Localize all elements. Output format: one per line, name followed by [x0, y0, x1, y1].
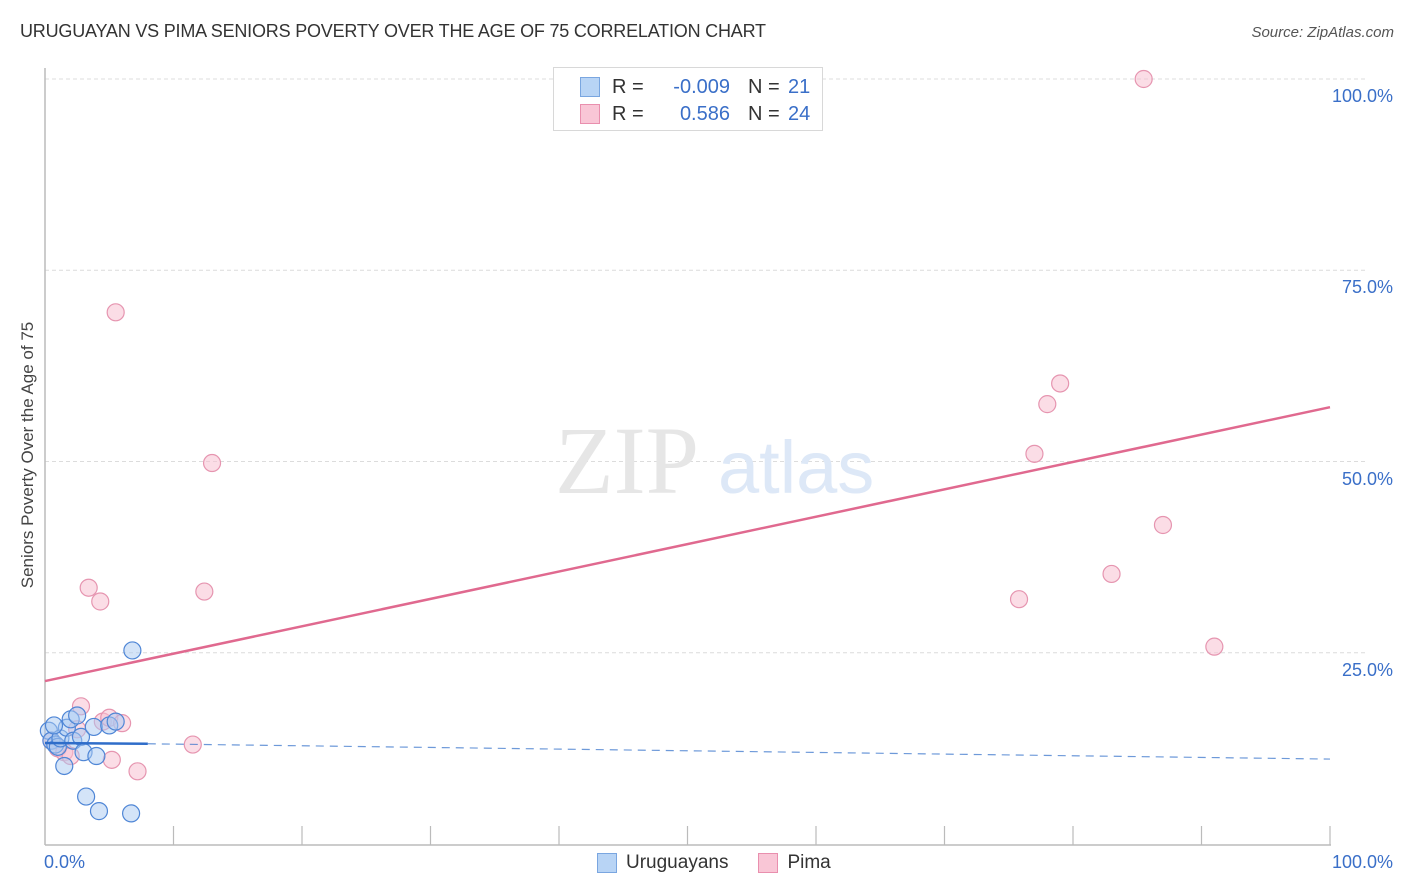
legend-label: Pima	[787, 852, 831, 873]
uruguayans-point	[106, 712, 125, 731]
uruguayans-point	[77, 787, 96, 806]
pima-point	[1134, 69, 1153, 89]
pima-point	[79, 578, 98, 597]
uruguayans-swatch	[597, 853, 617, 873]
n-value: 21	[788, 75, 811, 98]
uruguayans-point	[123, 641, 142, 660]
trend-lines	[44, 405, 1331, 760]
y-tick-25: 25.0%	[1341, 660, 1393, 680]
n-value: 24	[788, 102, 811, 125]
axes	[44, 68, 1331, 846]
uruguayans-point	[44, 716, 64, 735]
pima-point	[1153, 515, 1173, 535]
uruguayans-point	[68, 706, 87, 725]
n-label: N =	[748, 102, 780, 125]
legend-item-uruguayans[interactable]: Uruguayans	[597, 852, 728, 874]
chart-title: URUGUAYAN VS PIMA SENIORS POVERTY OVER T…	[20, 21, 766, 41]
pima-point	[195, 582, 214, 601]
pima-swatch	[758, 853, 779, 873]
watermark-atlas: atlas	[718, 426, 874, 509]
r-value: 0.586	[679, 102, 730, 125]
pima-point	[1102, 564, 1121, 584]
watermark: ZIP atlas	[555, 407, 874, 514]
pima-point	[1038, 395, 1057, 414]
x-tick-max: 100.0%	[1331, 852, 1393, 872]
uruguayans-point	[84, 717, 103, 737]
uruguayans-points	[39, 641, 142, 823]
r-value: -0.009	[673, 75, 730, 98]
correlation-legend: R = -0.009 N = 21 R = 0.586 N = 24	[553, 67, 823, 131]
pima-point	[106, 303, 125, 322]
y-tick-75: 75.0%	[1341, 277, 1393, 297]
uruguayans-trend-solid	[44, 741, 148, 746]
uruguayans-trend-dashed	[147, 743, 1331, 760]
source-label: Source: ZipAtlas.com	[1251, 24, 1394, 41]
pima-point	[91, 592, 110, 611]
n-label: N =	[748, 75, 780, 98]
pima-point	[1009, 590, 1029, 609]
legend-label: Uruguayans	[626, 852, 729, 873]
legend-row-uruguayans: R = -0.009 N = 21	[580, 75, 810, 99]
r-label: R =	[612, 75, 644, 98]
uruguayans-point	[55, 756, 74, 776]
uruguayans-point	[121, 804, 141, 823]
legend-row-pima: R = 0.586 N = 24	[580, 102, 810, 126]
y-tick-50: 50.0%	[1341, 469, 1393, 489]
pima-swatch	[580, 104, 600, 124]
pima-point	[1205, 637, 1224, 656]
pima-point	[102, 750, 121, 769]
uruguayans-point	[89, 802, 109, 821]
gridlines	[45, 78, 1365, 654]
series-legend: Uruguayans Pima	[597, 852, 861, 874]
x-tick-min: 0.0%	[44, 852, 86, 872]
pima-point	[1051, 374, 1070, 393]
pima-point	[1025, 444, 1044, 463]
pima-trend-line	[44, 405, 1331, 683]
r-label: R =	[612, 102, 644, 125]
y-tick-100: 100.0%	[1331, 86, 1393, 106]
legend-item-pima[interactable]: Pima	[758, 852, 831, 874]
uruguayans-point	[87, 746, 106, 766]
pima-point	[202, 453, 222, 473]
watermark-zip: ZIP	[555, 407, 699, 514]
pima-point	[128, 762, 147, 781]
uruguayans-swatch	[580, 77, 600, 97]
